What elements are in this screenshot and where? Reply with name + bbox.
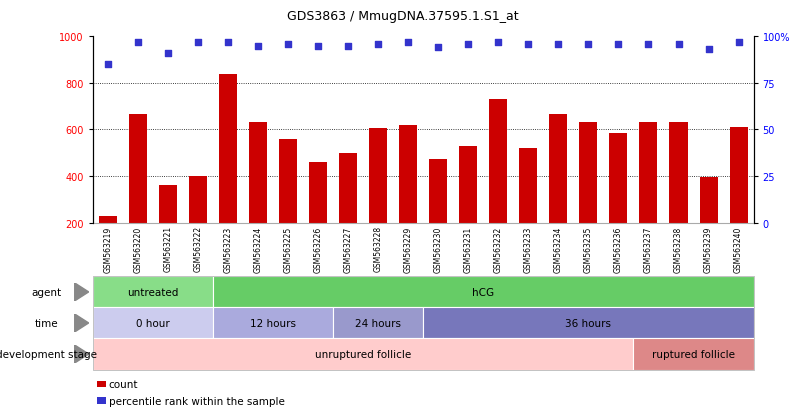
Bar bbox=[249, 123, 267, 223]
Point bbox=[462, 41, 475, 48]
Bar bbox=[580, 123, 597, 223]
Bar bbox=[729, 128, 748, 223]
Bar bbox=[339, 153, 357, 223]
Bar bbox=[129, 115, 147, 223]
Point bbox=[521, 41, 534, 48]
Bar bbox=[489, 100, 507, 223]
Polygon shape bbox=[74, 345, 89, 363]
Bar bbox=[399, 126, 418, 223]
Bar bbox=[459, 146, 477, 223]
Polygon shape bbox=[74, 314, 89, 332]
Point bbox=[191, 40, 204, 46]
Point bbox=[131, 40, 144, 46]
Bar bbox=[609, 133, 627, 223]
Bar bbox=[519, 149, 538, 223]
Text: time: time bbox=[35, 318, 58, 328]
Point bbox=[342, 43, 355, 50]
Bar bbox=[98, 216, 117, 223]
Bar bbox=[429, 159, 447, 223]
Point bbox=[732, 40, 745, 46]
Point bbox=[642, 41, 655, 48]
Point bbox=[401, 40, 414, 46]
Point bbox=[582, 41, 595, 48]
Bar bbox=[369, 129, 387, 223]
Text: GDS3863 / MmugDNA.37595.1.S1_at: GDS3863 / MmugDNA.37595.1.S1_at bbox=[287, 10, 519, 23]
Text: 24 hours: 24 hours bbox=[355, 318, 401, 328]
Bar bbox=[309, 163, 327, 223]
Point bbox=[492, 40, 505, 46]
Bar bbox=[550, 115, 567, 223]
Polygon shape bbox=[74, 283, 89, 301]
Bar bbox=[189, 177, 207, 223]
Text: 36 hours: 36 hours bbox=[565, 318, 612, 328]
Point bbox=[312, 43, 325, 50]
Text: ruptured follicle: ruptured follicle bbox=[652, 349, 735, 359]
Point bbox=[281, 41, 294, 48]
Point bbox=[702, 47, 715, 54]
Text: development stage: development stage bbox=[0, 349, 97, 359]
Bar bbox=[279, 140, 297, 223]
Point bbox=[102, 62, 114, 69]
Point bbox=[372, 41, 384, 48]
Point bbox=[612, 41, 625, 48]
Point bbox=[552, 41, 565, 48]
Point bbox=[672, 41, 685, 48]
Point bbox=[432, 45, 445, 52]
Bar bbox=[219, 74, 237, 223]
Point bbox=[251, 43, 264, 50]
Text: agent: agent bbox=[31, 287, 61, 297]
Text: unruptured follicle: unruptured follicle bbox=[315, 349, 411, 359]
Bar bbox=[700, 178, 717, 223]
Bar bbox=[159, 186, 177, 223]
Text: 12 hours: 12 hours bbox=[250, 318, 296, 328]
Bar bbox=[639, 123, 658, 223]
Bar bbox=[670, 123, 688, 223]
Text: 0 hour: 0 hour bbox=[136, 318, 169, 328]
Text: untreated: untreated bbox=[127, 287, 178, 297]
Point bbox=[161, 51, 174, 57]
Text: count: count bbox=[109, 379, 139, 389]
Text: hCG: hCG bbox=[472, 287, 494, 297]
Text: percentile rank within the sample: percentile rank within the sample bbox=[109, 396, 285, 406]
Point bbox=[222, 40, 235, 46]
